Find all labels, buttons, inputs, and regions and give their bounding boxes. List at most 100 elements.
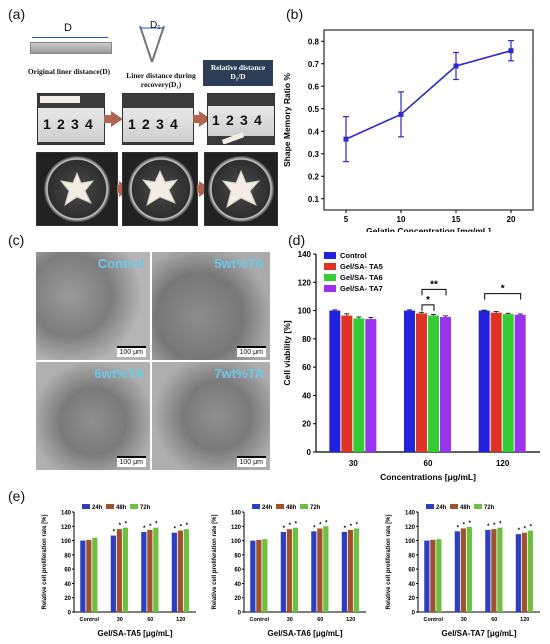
- data-point-b-0: [343, 136, 349, 142]
- y-tick-label-e1-4: 80: [64, 553, 71, 559]
- micrograph-label-6wt: 6wt%TA: [94, 366, 144, 381]
- x-axis-label-e3: Gel/SA-TA7 [μg/mL]: [442, 629, 517, 638]
- bar-e3-2-0: [436, 539, 442, 612]
- bar-d-3-1: [440, 316, 451, 452]
- bar-e3-2-2: [497, 527, 503, 612]
- x-tick-label-e3-2: 60: [491, 617, 497, 623]
- bar-e2-1-3: [347, 529, 353, 612]
- y-tick-label-e2-4: 80: [234, 553, 241, 559]
- bar-e2-0-3: [341, 532, 347, 612]
- bar-e1-2-2: [153, 527, 159, 612]
- legend-swatch-e2-0: [252, 504, 260, 509]
- bar-d-1-0: [341, 315, 353, 452]
- x-axis-label-e1: Gel/SA-TA5 [μg/mL]: [98, 629, 173, 638]
- star-e3-2-3: *: [530, 525, 533, 531]
- bar-e3-0-2: [485, 529, 491, 612]
- legend-label-e2-0: 24h: [262, 505, 273, 511]
- y-axis-label-d: Cell viability [%]: [282, 320, 292, 385]
- arrow-1: [104, 115, 112, 123]
- star-e2-2-1: *: [295, 522, 298, 528]
- y-tick-label-b-7: 0.8: [308, 37, 320, 46]
- bar-e3-2-1: [466, 527, 472, 612]
- ruler-num-2-b: 2: [142, 116, 150, 132]
- bar-e2-1-1: [286, 529, 292, 612]
- star-e1-2-2: *: [155, 522, 158, 528]
- photo-ruler-relative: [207, 93, 275, 145]
- x-axis-label-e2: Gel/SA-TA6 [μg/mL]: [268, 629, 343, 638]
- scalebar-6wt: 100 μm: [116, 456, 146, 467]
- sig-label-d-2: *: [501, 284, 505, 295]
- panel-label-e: (e): [8, 488, 26, 504]
- x-tick-label-e3-3: 120: [520, 617, 529, 623]
- y-tick-label-e3-3: 60: [408, 568, 415, 574]
- ruler-num-1-b: 1: [128, 116, 136, 132]
- ruler-num-1-a: 1: [43, 116, 51, 132]
- micrograph-5wt: 5wt%TA 100 μm: [152, 252, 270, 360]
- legend-label-e3-0: 24h: [436, 505, 447, 511]
- bar-e3-1-0: [430, 539, 436, 612]
- y-tick-label-e3-6: 120: [405, 525, 416, 531]
- star-e1-0-3: *: [174, 527, 177, 533]
- scalebar-control: 100 μm: [116, 346, 146, 357]
- bar-e1-0-3: [171, 532, 177, 612]
- x-tick-label-e1-0: Control: [79, 617, 99, 623]
- y-tick-label-d-7: 140: [298, 250, 312, 259]
- caption-recovery: Liner distance during recovery(D₁): [126, 71, 196, 89]
- y-tick-label-e2-6: 120: [231, 525, 242, 531]
- star-e3-0-2: *: [487, 524, 490, 530]
- y-tick-label-b-0: 0.1: [308, 195, 320, 204]
- ruler-num-1-c: 1: [212, 112, 220, 128]
- y-tick-label-e1-6: 120: [61, 525, 72, 531]
- caption-original: Original liner distance(D): [27, 67, 111, 76]
- panel-label-b: (b): [286, 6, 304, 22]
- micrograph-control: Control 100 μm: [36, 252, 150, 360]
- star-e3-1-1: *: [463, 522, 466, 528]
- y-tick-label-b-5: 0.6: [308, 82, 320, 91]
- ruler-num-3-a: 3: [71, 116, 79, 132]
- scalebar-5wt: 100 μm: [236, 346, 266, 357]
- chart-b: 0.1 0.2 0.3 0.4 0.5 0.6 0.7 0.8 5 10 15 20 Gelatin C…: [282, 29, 534, 232]
- bar-d-2-1: [428, 315, 439, 452]
- d-dimension-line: [32, 37, 108, 38]
- y-tick-label-d-6: 120: [298, 278, 312, 287]
- bar-e3-1-2: [491, 529, 497, 612]
- y-tick-label-b-1: 0.2: [308, 172, 320, 181]
- star-e2-2-3: *: [356, 522, 359, 528]
- x-tick-label-b-1: 10: [397, 215, 406, 224]
- ruler-num-3-b: 3: [156, 116, 164, 132]
- bar-d-3-0: [365, 319, 377, 452]
- legend-swatch-e1-2: [130, 504, 138, 509]
- bar-e1-2-0: [92, 537, 98, 612]
- bar-e1-0-2: [141, 532, 147, 612]
- y-axis-label-b: Shape Memory Ratio %: [282, 73, 292, 167]
- x-tick-label-b-3: 20: [507, 215, 516, 224]
- star-e2-0-2: *: [313, 525, 316, 531]
- data-point-b-1: [398, 111, 404, 117]
- sig-bracket-d-1: [421, 288, 447, 296]
- y-tick-label-e1-5: 100: [61, 539, 72, 545]
- legend-label-d-2: Gel/SA- TA6: [340, 273, 383, 282]
- x-tick-label-e2-1: 30: [287, 617, 293, 623]
- y-tick-label-d-0: 0: [307, 448, 312, 457]
- original-bar-diagram: [30, 42, 112, 54]
- ruler-num-4-c: 4: [254, 112, 262, 128]
- y-tick-label-e1-7: 140: [61, 511, 72, 517]
- data-point-b-2: [453, 63, 459, 69]
- bar-e3-2-3: [527, 530, 533, 612]
- y-tick-label-e2-1: 20: [234, 596, 241, 602]
- bar-d-0-1: [404, 310, 415, 452]
- bar-e2-2-0: [262, 539, 268, 612]
- sig-bracket-d-0: [421, 304, 435, 311]
- bar-e1-1-3: [177, 530, 183, 612]
- bar-e2-2-1: [292, 527, 298, 612]
- series-line-b: [345, 49, 512, 140]
- sig-label-d-0: *: [426, 295, 430, 306]
- bar-e3-0-0: [424, 540, 430, 612]
- star-e1-0-1: *: [113, 530, 116, 536]
- star-e3-2-2: *: [499, 522, 502, 528]
- star-e3-1-2: *: [493, 523, 496, 529]
- sig-bracket-d-2: [484, 293, 522, 300]
- ruler-num-4-a: 4: [85, 116, 93, 132]
- y-tick-label-e1-1: 20: [64, 596, 71, 602]
- d-label: D: [64, 22, 72, 34]
